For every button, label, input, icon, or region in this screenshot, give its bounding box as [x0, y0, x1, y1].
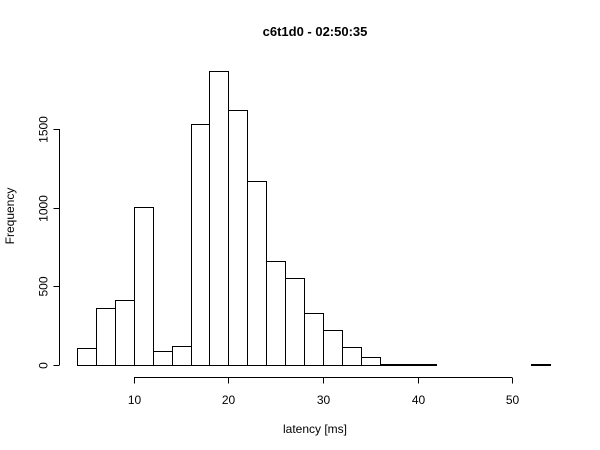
- histogram-bar: [285, 278, 305, 366]
- histogram-bar: [191, 124, 210, 366]
- histogram-bar: [134, 207, 154, 366]
- histogram-bar: [380, 364, 400, 366]
- histogram-bar: [153, 351, 173, 366]
- x-tick-label: 10: [128, 393, 142, 407]
- x-axis: 10 20 30 40 50: [128, 377, 520, 407]
- x-tick-label: 20: [222, 393, 236, 407]
- histogram-bar: [342, 347, 362, 366]
- y-tick-label: 1500: [37, 116, 51, 143]
- histogram-bar: [172, 346, 192, 366]
- histogram-bar: [361, 357, 381, 366]
- histogram-bar: [323, 330, 343, 366]
- y-axis-label: Frequency: [3, 188, 17, 245]
- histogram-bar: [266, 261, 286, 366]
- histogram-bar: [304, 313, 324, 366]
- histogram-bar: [209, 71, 229, 366]
- histogram-bar: [228, 110, 248, 366]
- histogram-bar: [247, 181, 267, 366]
- histogram-bar: [96, 308, 116, 366]
- x-tick-label: 50: [506, 393, 520, 407]
- x-tick-label: 40: [412, 393, 426, 407]
- histogram-bar: [418, 364, 437, 366]
- x-axis-label: latency [ms]: [283, 422, 347, 436]
- y-axis: 0 500 1000 1500: [37, 116, 60, 369]
- histogram-bar: [77, 348, 97, 366]
- histogram-bar: [115, 300, 135, 366]
- x-tick-label: 30: [317, 393, 331, 407]
- y-tick-label: 500: [37, 276, 51, 296]
- histogram-bar: [531, 364, 551, 366]
- histogram-bar: [399, 364, 419, 366]
- chart-title: c6t1d0 - 02:50:35: [263, 24, 368, 39]
- bars-group: [77, 71, 551, 366]
- y-tick-label: 1000: [37, 195, 51, 222]
- y-tick-label: 0: [37, 362, 51, 369]
